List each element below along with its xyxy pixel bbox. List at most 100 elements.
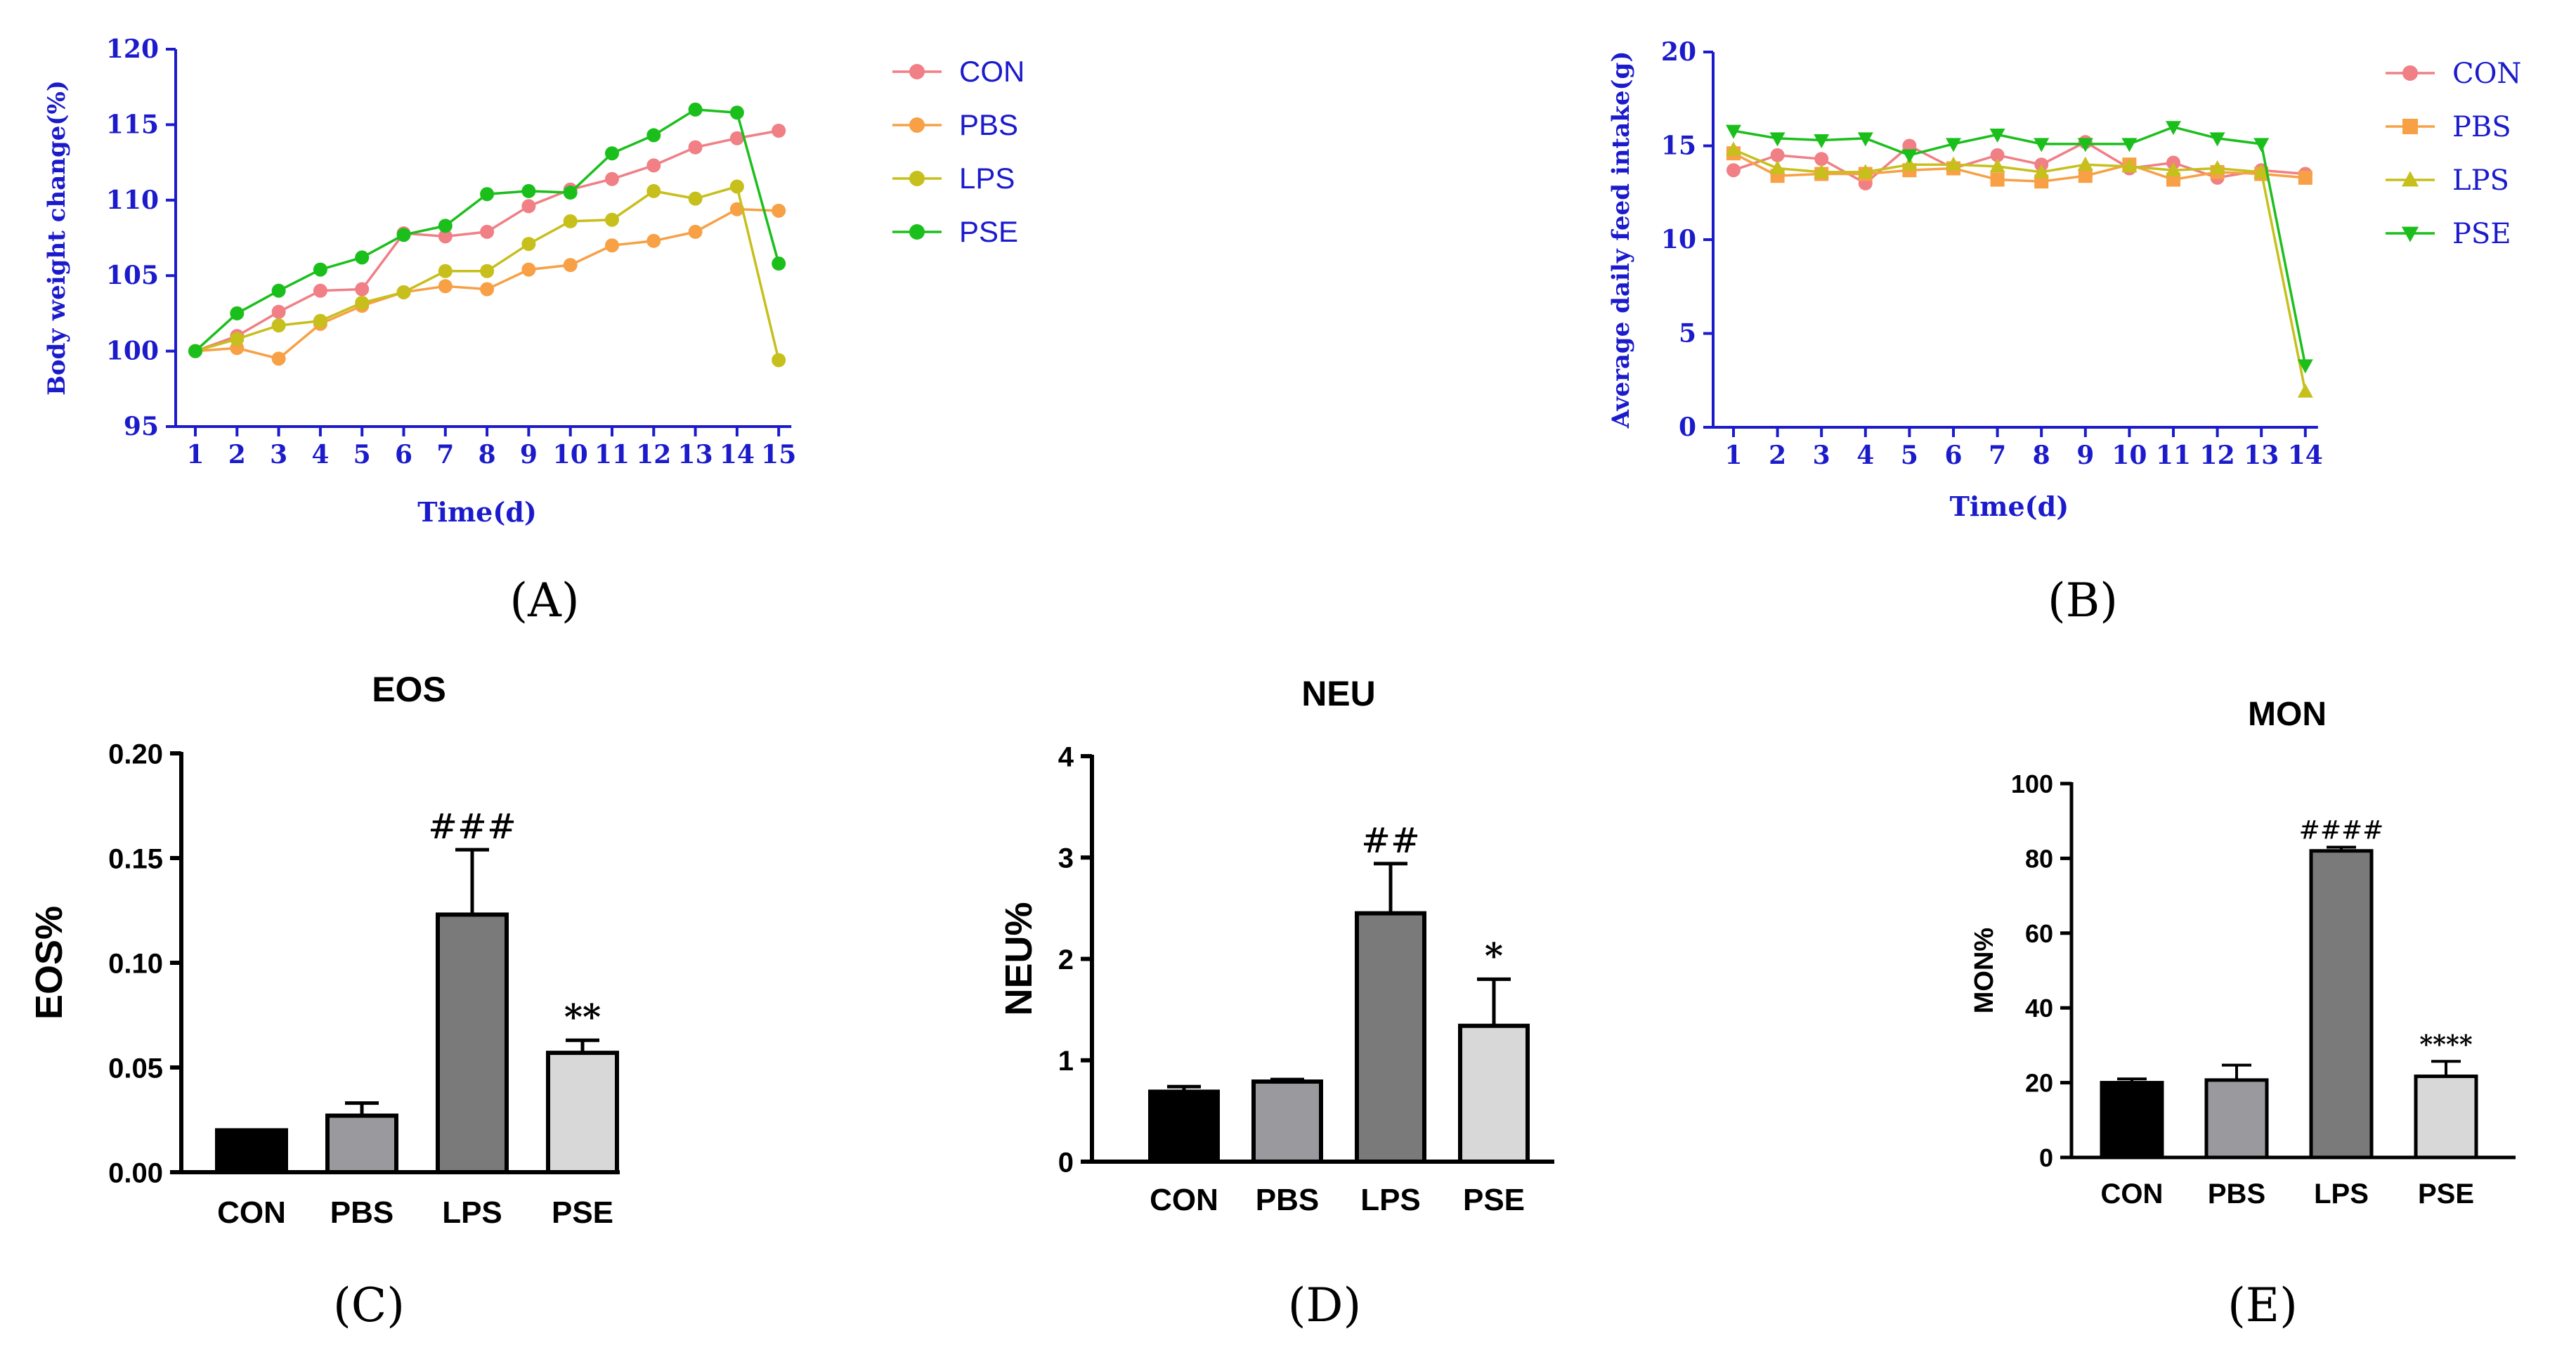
legend-marker	[2401, 226, 2419, 242]
x-tick-label: PSE	[2418, 1179, 2474, 1209]
chart-title: EOS	[372, 670, 446, 709]
y-tick-label: 3	[1058, 843, 1074, 874]
bar-LPS	[436, 912, 509, 1174]
y-tick-label: 0	[2039, 1143, 2053, 1172]
data-point-PBS	[480, 282, 495, 297]
y-tick-label: 0.20	[108, 739, 163, 770]
bar-group-LPS: ## LPS	[1355, 820, 1426, 1217]
y-tick-label: 110	[106, 186, 159, 215]
x-tick-label: LPS	[2314, 1179, 2369, 1209]
x-tick-label: 7	[1989, 441, 2006, 470]
y-tick-label: 105	[106, 261, 159, 290]
series-line-CON	[195, 129, 779, 353]
x-tick-label: 14	[720, 440, 755, 469]
y-tick-label: 0.15	[108, 843, 163, 874]
significance-label: *	[1485, 935, 1503, 976]
data-point-PSE	[772, 257, 786, 271]
data-point-PSE	[1989, 128, 2005, 143]
bar-PBS	[325, 1113, 398, 1175]
data-point-CON	[313, 283, 327, 298]
x-tick-label: PBS	[2208, 1179, 2265, 1209]
data-point-PSE	[1946, 138, 1961, 152]
data-point-LPS	[355, 295, 370, 310]
series-LPS	[188, 179, 786, 368]
data-point-CON	[355, 282, 370, 297]
bar-group-CON: CON	[1148, 1084, 1220, 1217]
data-point-LPS	[438, 264, 453, 278]
data-point-LPS	[1946, 156, 1961, 171]
chart-E: MON MON% 0 20 40 60 80 100 CON PBS #### LPS **** PSE	[1970, 696, 2516, 1209]
y-tick-label: 115	[106, 110, 159, 139]
y-axis-label: MON%	[1970, 928, 1999, 1013]
data-point-CON	[1990, 148, 2005, 162]
data-point-PSE	[480, 187, 495, 202]
y-tick-label: 0.00	[108, 1157, 163, 1188]
significance-label: ####	[2299, 816, 2384, 845]
data-point-PSE	[2121, 138, 2138, 152]
x-tick-label: 2	[1769, 441, 1786, 470]
data-point-PSE	[313, 262, 327, 277]
x-tick-label: 8	[479, 440, 496, 469]
chart-D: NEU NEU% 0 1 2 3 4 CON PBS ## LPS * PSE	[998, 674, 1554, 1217]
x-tick-label: LPS	[1360, 1183, 1421, 1217]
legend-label: LPS	[959, 162, 1015, 195]
legend-label: PBS	[959, 108, 1018, 141]
data-point-PSE	[605, 146, 619, 161]
legend-marker	[909, 117, 925, 133]
legend-item-CON: CON	[892, 55, 1024, 88]
series-PBS	[1726, 146, 2312, 189]
legend-marker	[2401, 171, 2419, 187]
data-point-LPS	[605, 212, 619, 227]
data-point-PSE	[188, 344, 202, 358]
data-point-LPS	[480, 264, 495, 278]
x-tick-label: 10	[2112, 441, 2147, 470]
y-axis-label: Average daily feed intake(g)	[1607, 51, 1635, 429]
panel-label-A: (A)	[509, 573, 579, 628]
y-tick-label: 100	[2011, 770, 2053, 798]
data-point-LPS	[230, 332, 245, 346]
data-point-PSE	[271, 283, 286, 298]
legend-label: LPS	[2452, 164, 2509, 197]
data-point-PBS	[646, 233, 661, 248]
bar-PBS	[2204, 1078, 2269, 1160]
y-axis-label: Body weight change(%)	[43, 80, 71, 396]
data-point-PSE	[646, 128, 661, 143]
legend-label: PSE	[959, 215, 1018, 248]
legend-label: CON	[2452, 58, 2521, 90]
legend-marker	[909, 171, 925, 186]
data-point-PSE	[521, 183, 536, 198]
data-point-CON	[1726, 163, 1741, 178]
data-point-PBS	[563, 258, 578, 273]
y-tick-label: 15	[1661, 131, 1696, 161]
data-point-PSE	[396, 228, 411, 242]
bar-group-PBS: PBS	[1251, 1077, 1323, 1217]
data-point-CON	[271, 304, 286, 319]
data-point-LPS	[1814, 164, 1830, 179]
x-tick-label: 13	[2244, 441, 2279, 470]
data-point-PBS	[772, 203, 786, 218]
data-point-LPS	[2253, 164, 2270, 179]
data-point-LPS	[729, 179, 744, 194]
y-tick-label: 2	[1058, 945, 1074, 975]
data-point-LPS	[688, 191, 703, 206]
data-point-CON	[480, 224, 495, 239]
data-point-PSE	[1814, 134, 1830, 148]
bar-group-PSE: **** PSE	[2414, 1030, 2478, 1209]
series-line-PBS	[1733, 152, 2305, 183]
data-point-LPS	[2121, 158, 2138, 173]
legend-label: CON	[959, 55, 1024, 88]
data-point-PSE	[688, 102, 703, 117]
x-tick-label: 6	[1944, 441, 1962, 470]
data-point-LPS	[271, 318, 286, 333]
bar-group-PSE: ** PSE	[546, 996, 619, 1230]
data-point-CON	[438, 229, 453, 244]
data-point-LPS	[2166, 162, 2181, 176]
bar-CON	[1148, 1089, 1220, 1164]
data-point-PBS	[1990, 172, 2005, 187]
y-tick-label: 40	[2025, 994, 2053, 1023]
panel-label-D: (D)	[1288, 1278, 1361, 1332]
x-tick-label: 1	[186, 440, 204, 469]
data-point-LPS	[1989, 158, 2005, 173]
y-axis-label: NEU%	[998, 902, 1040, 1015]
